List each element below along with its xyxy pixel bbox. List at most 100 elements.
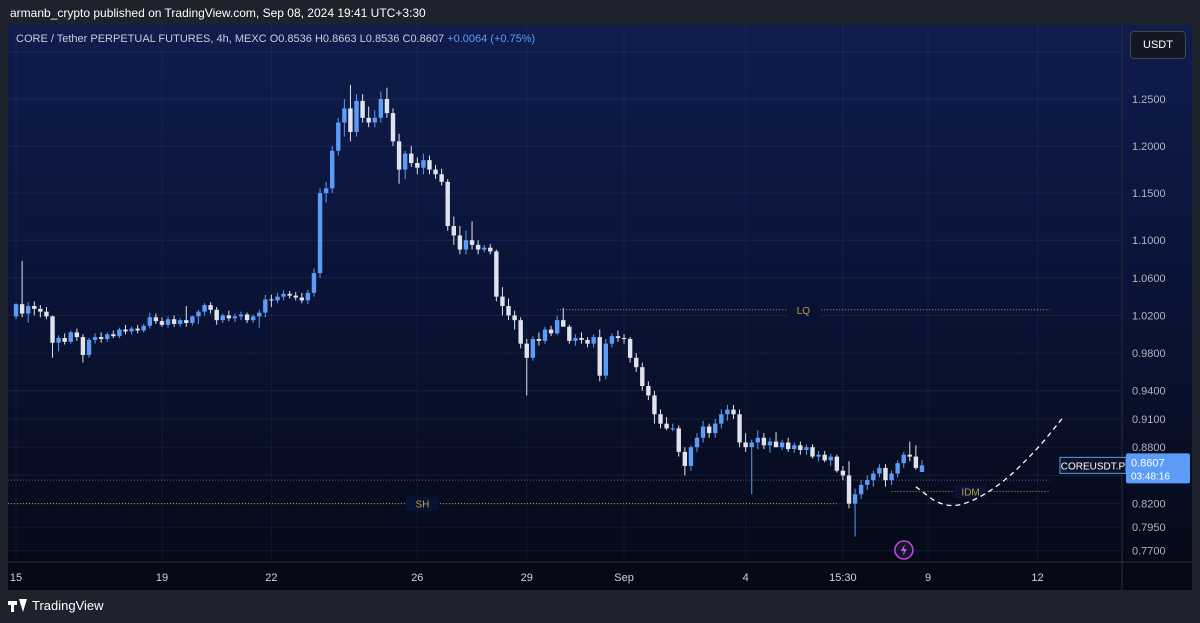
candle-body bbox=[713, 423, 718, 434]
candle-body bbox=[524, 343, 529, 358]
candle-body bbox=[609, 336, 615, 344]
chart-pane[interactable]: 1.30001.25001.20001.15001.10001.06001.02… bbox=[8, 25, 1192, 590]
candle-body bbox=[44, 311, 49, 317]
level-label-bg bbox=[406, 496, 439, 511]
legend-high-label: H bbox=[314, 33, 323, 45]
candle-body bbox=[263, 299, 268, 313]
candle-body bbox=[336, 122, 341, 151]
candle-body bbox=[147, 317, 152, 326]
x-tick-label: 22 bbox=[265, 572, 277, 584]
candle-body bbox=[159, 321, 165, 325]
candle-body bbox=[786, 442, 791, 450]
candle-body bbox=[767, 441, 773, 446]
candle-body bbox=[178, 320, 183, 324]
candle-body bbox=[469, 240, 475, 245]
candle-body bbox=[68, 332, 73, 342]
currency-button[interactable]: USDT bbox=[1130, 31, 1186, 59]
legend-close: 0.8607 bbox=[410, 33, 445, 45]
legend-symbol: CORE / Tether PERPETUAL FUTURES, 4h, MEX… bbox=[16, 33, 267, 45]
candle-body bbox=[579, 338, 584, 340]
candle-body bbox=[737, 414, 742, 443]
candle-body bbox=[415, 162, 420, 168]
candle-body bbox=[208, 305, 213, 310]
candle-body bbox=[360, 100, 365, 118]
candle-body bbox=[196, 311, 201, 317]
candle-body bbox=[506, 306, 511, 316]
tradingview-footer[interactable]: TradingView bbox=[8, 598, 104, 613]
y-tick-label: 0.7700 bbox=[1132, 546, 1166, 558]
candle-body bbox=[743, 442, 748, 448]
candle-body bbox=[773, 441, 779, 448]
candle-body bbox=[889, 473, 894, 481]
level-label-lq: LQ bbox=[797, 306, 811, 317]
candle-body bbox=[883, 467, 888, 481]
candle-body bbox=[585, 339, 590, 344]
candle-body bbox=[13, 304, 19, 317]
candle-body bbox=[421, 160, 426, 168]
candle-body bbox=[640, 367, 645, 387]
candle-body bbox=[86, 339, 92, 355]
candle-body bbox=[80, 337, 86, 355]
x-tick-label: 9 bbox=[925, 572, 931, 584]
last-price-tag bbox=[1126, 453, 1190, 484]
candle-body bbox=[214, 309, 219, 321]
candle-body bbox=[567, 326, 572, 341]
level-label-bg bbox=[954, 484, 987, 499]
y-tick-label: 0.7950 bbox=[1132, 522, 1166, 534]
candle-body bbox=[755, 437, 760, 443]
flash-bolt-icon bbox=[900, 544, 907, 556]
candlestick-chart[interactable]: 1.30001.25001.20001.15001.10001.06001.02… bbox=[8, 25, 1192, 590]
candle-body bbox=[311, 273, 317, 293]
candle-body bbox=[26, 306, 31, 314]
candle-body bbox=[895, 463, 900, 474]
y-tick-label: 1.1500 bbox=[1132, 188, 1166, 200]
candle-body bbox=[281, 293, 286, 297]
candle-body bbox=[92, 337, 98, 340]
candle-body bbox=[378, 98, 384, 118]
candle-body bbox=[105, 334, 110, 339]
candle-body bbox=[694, 437, 700, 448]
candle-body bbox=[354, 100, 359, 132]
candle-body bbox=[488, 247, 493, 252]
candle-body bbox=[858, 484, 864, 495]
y-tick-label: 0.9800 bbox=[1132, 348, 1166, 360]
candle-body bbox=[141, 325, 146, 331]
candle-body bbox=[384, 98, 390, 114]
level-label-bg bbox=[787, 302, 820, 317]
candle-body bbox=[615, 336, 621, 339]
candle-body bbox=[342, 108, 347, 123]
candle-body bbox=[74, 332, 80, 338]
y-tick-label: 0.8200 bbox=[1132, 499, 1166, 511]
candle-body bbox=[62, 338, 67, 342]
candle-body bbox=[822, 454, 827, 461]
candle-body bbox=[317, 193, 323, 274]
candle-body bbox=[798, 445, 803, 451]
candle-body bbox=[634, 357, 639, 368]
candle-body bbox=[19, 304, 25, 314]
candle-body bbox=[244, 314, 250, 321]
candle-body bbox=[330, 150, 335, 189]
candle-body bbox=[238, 314, 244, 317]
candle-body bbox=[688, 447, 694, 467]
candle-body bbox=[907, 454, 912, 457]
candle-body bbox=[852, 494, 858, 504]
candle-body bbox=[287, 293, 292, 296]
candle-body bbox=[123, 329, 128, 332]
symbol-tag-label: COREUSDT.P bbox=[1061, 461, 1126, 472]
candle-body bbox=[828, 456, 833, 461]
candle-body bbox=[749, 442, 754, 448]
candle-body bbox=[877, 467, 882, 474]
candle-body bbox=[865, 480, 870, 485]
candle-body bbox=[366, 117, 371, 123]
candle-body bbox=[433, 169, 438, 175]
y-tick-label: 0.9100 bbox=[1132, 414, 1166, 426]
candle-body bbox=[390, 113, 396, 142]
candle-body bbox=[190, 316, 195, 323]
candle-body bbox=[38, 308, 43, 312]
candle-body bbox=[627, 338, 633, 358]
candle-body bbox=[171, 319, 177, 324]
candle-body bbox=[220, 315, 225, 321]
legend-high: 0.8663 bbox=[322, 33, 357, 45]
candle-body bbox=[573, 338, 578, 341]
candle-body bbox=[603, 343, 608, 376]
